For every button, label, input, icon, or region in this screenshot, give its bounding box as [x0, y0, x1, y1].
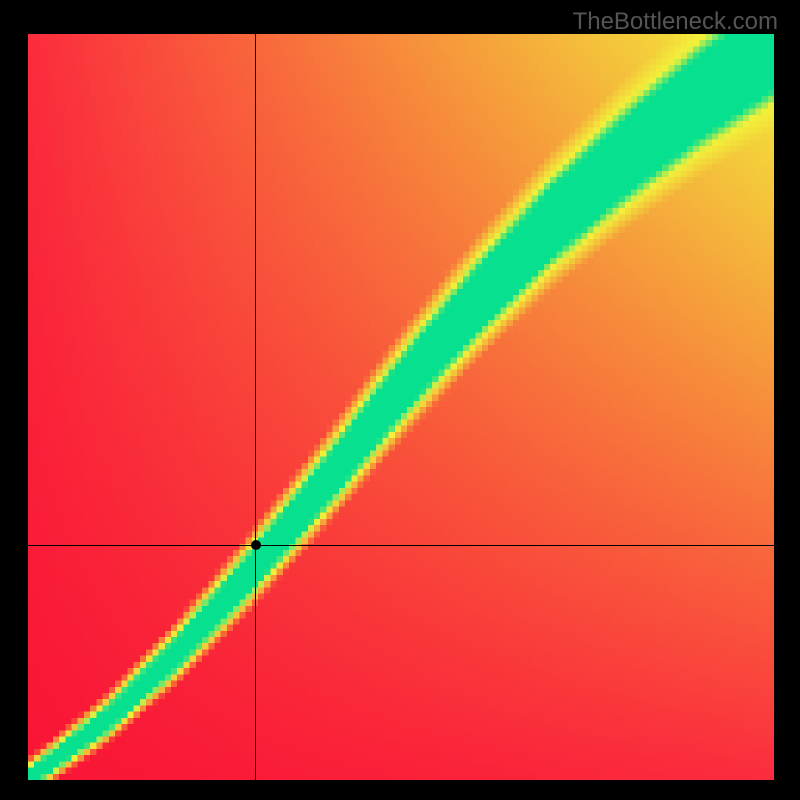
chart-container: TheBottleneck.com: [0, 0, 800, 800]
bottleneck-heatmap: [28, 34, 774, 780]
crosshair-vertical: [255, 34, 256, 780]
watermark-text: TheBottleneck.com: [573, 8, 778, 36]
data-point-marker: [251, 540, 261, 550]
crosshair-horizontal: [28, 545, 774, 546]
